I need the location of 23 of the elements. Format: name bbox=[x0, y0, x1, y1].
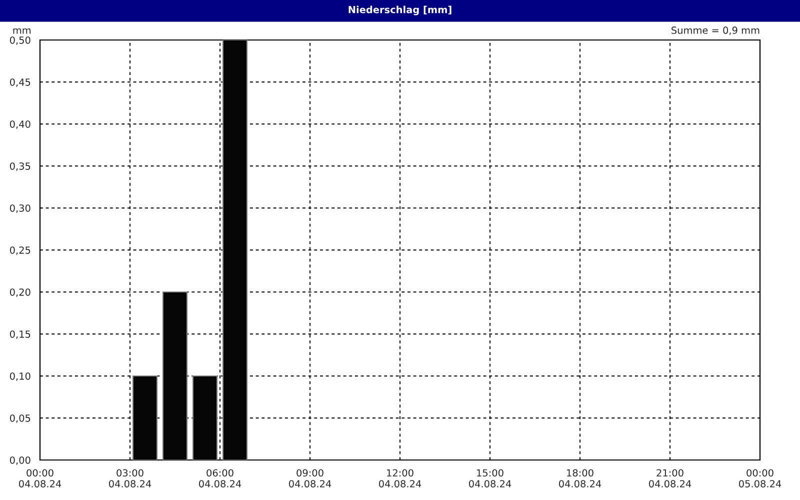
y-tick-label: 0,30 bbox=[10, 204, 30, 213]
text: Summe = 0,9 mm bbox=[672, 26, 760, 35]
x-tick-label: 18:00 04.08.24 bbox=[558, 469, 602, 488]
y-tick-label: 0,50 bbox=[10, 36, 30, 45]
y-tick-label: 0,05 bbox=[10, 414, 30, 423]
x-tick-label: 12:00 04.08.24 bbox=[378, 469, 422, 488]
x-tick-label: 00:00 04.08.24 bbox=[18, 469, 62, 488]
x-tick-label: 00:00 05.08.24 bbox=[738, 469, 782, 488]
x-tick-label: 09:00 04.08.24 bbox=[288, 469, 332, 488]
y-tick-label: 0,40 bbox=[10, 120, 30, 129]
x-tick-label: 03:00 04.08.24 bbox=[108, 469, 152, 488]
y-tick-label: 0,35 bbox=[10, 162, 30, 171]
chart-title: Niederschlag [mm] bbox=[348, 6, 452, 16]
y-tick-label: 0,45 bbox=[10, 78, 30, 87]
y-tick-label: 0,00 bbox=[10, 456, 30, 465]
y-tick-label: 0,20 bbox=[10, 288, 30, 297]
y-tick-label: 0,15 bbox=[10, 330, 30, 339]
y-axis-title: mm bbox=[13, 28, 31, 34]
x-tick-label: 21:00 04.08.24 bbox=[648, 469, 692, 488]
x-tick-label: 06:00 04.08.24 bbox=[198, 469, 242, 488]
y-tick-label: 0,10 bbox=[10, 372, 30, 381]
x-tick-label: 15:00 04.08.24 bbox=[468, 469, 512, 488]
y-tick-label: 0,25 bbox=[10, 246, 30, 255]
